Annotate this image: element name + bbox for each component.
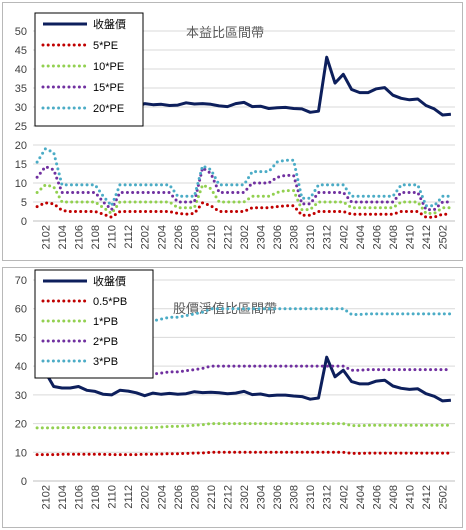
pe-legend-label: 15*PE bbox=[93, 82, 124, 94]
pe-x-tick-label: 2308 bbox=[289, 225, 301, 249]
pe-x-tick-label: 2302 bbox=[239, 225, 251, 249]
pb-x-tick-label: 2308 bbox=[289, 485, 301, 509]
pe-x-tick-label: 2402 bbox=[338, 225, 350, 249]
pb-y-tick-label: 30 bbox=[15, 390, 27, 402]
pe-x-tick-label: 2312 bbox=[322, 225, 334, 249]
pe-series-line-3 bbox=[35, 164, 453, 213]
pb-chart-title: 股價淨值比區間帶 bbox=[173, 301, 277, 316]
pb-x-tick-label: 2108 bbox=[90, 485, 102, 509]
pe-x-tick-label: 2204 bbox=[156, 225, 168, 249]
pe-y-tick-label: 30 bbox=[15, 102, 27, 114]
pb-x-tick-label: 2202 bbox=[140, 485, 152, 509]
pb-series-line-1 bbox=[35, 450, 453, 457]
pe-y-tick-label: 40 bbox=[15, 64, 27, 76]
pb-band-chart: 0 10 20 30 40 50 60 70 2102 2104 2106 2108 2110 2112 2… bbox=[15, 269, 455, 509]
pb-x-tick-label: 2102 bbox=[40, 485, 52, 509]
pb-x-tick-label: 2406 bbox=[371, 485, 383, 509]
pb-band-chart-panel: 0 10 20 30 40 50 60 70 2102 2104 2106 2108 2110 2112 2… bbox=[2, 267, 463, 528]
pe-x-tick-label: 2210 bbox=[206, 225, 218, 249]
pe-x-tick-label: 2404 bbox=[355, 225, 367, 249]
pe-x-tick-label: 2304 bbox=[256, 225, 268, 249]
pe-x-tick-label: 2502 bbox=[438, 225, 450, 249]
pe-x-tick-label: 2106 bbox=[74, 225, 86, 249]
pe-series-line-4 bbox=[35, 146, 453, 209]
pe-y-tick-label: 10 bbox=[15, 178, 27, 190]
pb-x-tick-label: 2502 bbox=[438, 485, 450, 509]
pb-x-tick-label: 2204 bbox=[156, 485, 168, 509]
pe-legend-label: 20*PE bbox=[93, 103, 124, 115]
pb-x-tick-label: 2208 bbox=[189, 485, 201, 509]
pb-legend-label: 2*PB bbox=[93, 336, 118, 348]
pe-x-tick-label: 2310 bbox=[305, 225, 317, 249]
pe-y-tick-label: 0 bbox=[21, 216, 27, 228]
pe-legend: 收盤價 5*PE 10*PE 15*PE 20*PE bbox=[34, 12, 144, 127]
pe-x-tick-label: 2202 bbox=[140, 225, 152, 249]
pb-x-tick-label: 2412 bbox=[421, 485, 433, 509]
pe-y-tick-label: 35 bbox=[15, 83, 27, 95]
pb-x-tick-label: 2106 bbox=[74, 485, 86, 509]
pb-y-tick-label: 60 bbox=[15, 304, 27, 316]
pe-x-tick-label: 2410 bbox=[404, 225, 416, 249]
pe-series-line-2 bbox=[35, 182, 453, 216]
pb-x-tick-label: 2306 bbox=[272, 485, 284, 509]
pb-series-line-2 bbox=[35, 422, 453, 430]
pb-x-tick-label: 2304 bbox=[256, 485, 268, 509]
pb-x-tick-label: 2408 bbox=[388, 485, 400, 509]
pb-legend-label: 3*PB bbox=[93, 356, 118, 368]
pe-legend-box bbox=[34, 12, 144, 127]
pe-y-tick-label: 20 bbox=[15, 140, 27, 152]
pe-x-tick-label: 2112 bbox=[123, 225, 135, 249]
pe-legend-label: 10*PE bbox=[93, 61, 124, 73]
pb-y-tick-label: 70 bbox=[15, 275, 27, 287]
pb-x-tick-label: 2410 bbox=[404, 485, 416, 509]
pe-y-tick-label: 15 bbox=[15, 159, 27, 171]
pb-y-tick-label: 10 bbox=[15, 447, 27, 459]
pb-y-tick-label: 40 bbox=[15, 361, 27, 373]
pe-x-tick-label: 2306 bbox=[272, 225, 284, 249]
pb-legend-label: 1*PB bbox=[93, 316, 118, 328]
pe-chart-title: 本益比區間帶 bbox=[186, 25, 264, 40]
pe-band-chart: 0 5 10 15 20 25 30 35 40 45 50 2102 2104 2106 2108 2110… bbox=[15, 12, 455, 249]
pe-legend-label: 5*PE bbox=[93, 40, 118, 52]
pb-legend-label: 0.5*PB bbox=[93, 296, 127, 308]
pe-legend-label: 收盤價 bbox=[93, 17, 126, 31]
pb-x-tick-label: 2404 bbox=[355, 485, 367, 509]
pe-x-tick-label: 2110 bbox=[107, 225, 119, 249]
pb-series-line-0 bbox=[36, 355, 452, 403]
pe-x-tick-label: 2408 bbox=[388, 225, 400, 249]
pb-x-tick-label: 2310 bbox=[305, 485, 317, 509]
pe-x-tick-label: 2206 bbox=[173, 225, 185, 249]
pb-legend: 收盤價 0.5*PB 1*PB 2*PB 3*PB bbox=[34, 269, 154, 379]
pe-x-tick-label: 2406 bbox=[371, 225, 383, 249]
pe-y-tick-label: 45 bbox=[15, 45, 27, 57]
pe-x-tick-label: 2208 bbox=[189, 225, 201, 249]
pe-y-tick-label: 25 bbox=[15, 121, 27, 133]
pe-y-tick-label: 5 bbox=[21, 197, 27, 209]
pe-x-tick-label: 2102 bbox=[40, 225, 52, 249]
pb-x-tick-label: 2210 bbox=[206, 485, 218, 509]
pe-x-tick-label: 2212 bbox=[222, 225, 234, 249]
pb-x-tick-label: 2212 bbox=[222, 485, 234, 509]
pb-x-tick-label: 2110 bbox=[107, 485, 119, 509]
pb-x-tick-label: 2302 bbox=[239, 485, 251, 509]
pb-x-tick-label: 2206 bbox=[173, 485, 185, 509]
pb-y-tick-label: 50 bbox=[15, 332, 27, 344]
pe-x-tick-label: 2104 bbox=[57, 225, 69, 249]
pe-x-tick-label: 2412 bbox=[421, 225, 433, 249]
pb-y-tick-label: 20 bbox=[15, 419, 27, 431]
pb-x-tick-label: 2112 bbox=[123, 485, 135, 509]
pb-x-tick-label: 2104 bbox=[57, 485, 69, 509]
pe-y-tick-label: 50 bbox=[15, 26, 27, 38]
pe-x-tick-label: 2108 bbox=[90, 225, 102, 249]
pb-x-tick-label: 2312 bbox=[322, 485, 334, 509]
pe-series-line-1 bbox=[35, 201, 453, 219]
pb-y-tick-label: 0 bbox=[21, 476, 27, 488]
pb-legend-box bbox=[34, 269, 154, 379]
pb-x-tick-label: 2402 bbox=[338, 485, 350, 509]
pe-band-chart-panel: 0 5 10 15 20 25 30 35 40 45 50 2102 2104 2106 2108 2110… bbox=[2, 2, 463, 261]
pb-legend-label: 收盤價 bbox=[93, 274, 126, 288]
